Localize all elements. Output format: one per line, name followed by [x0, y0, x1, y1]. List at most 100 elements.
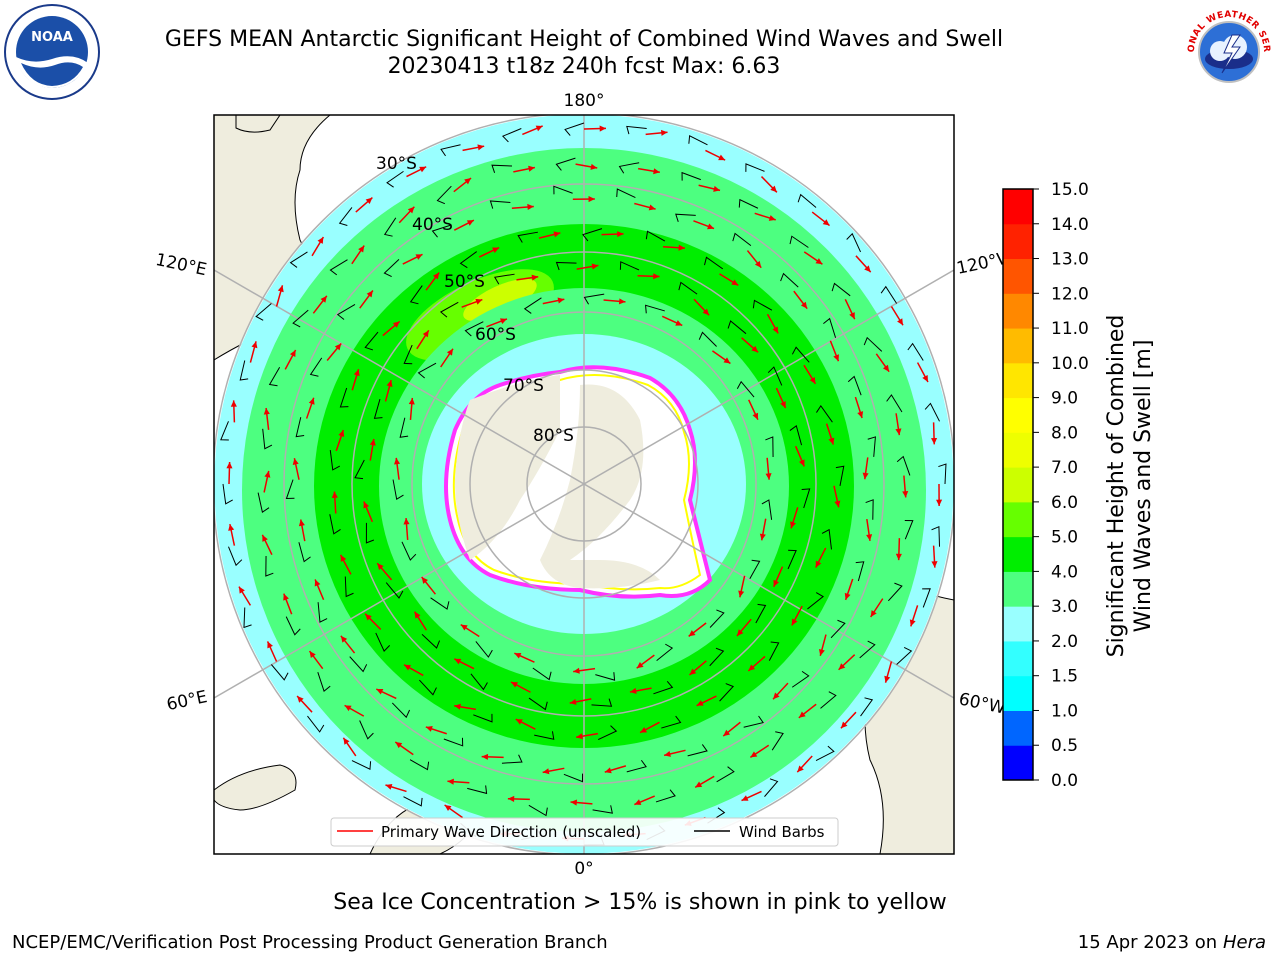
- wind-barb: [285, 616, 301, 636]
- wind-barb: [553, 185, 573, 195]
- lon-label-180: 180°: [564, 91, 605, 111]
- wave-arrow-head: [230, 400, 237, 407]
- colorbar-swatch: [1003, 501, 1033, 538]
- wave-arrow-head: [695, 781, 703, 788]
- wave-arrow-head: [454, 703, 461, 710]
- colorbar-swatch: [1003, 432, 1033, 468]
- wave-arrow-head: [931, 437, 938, 445]
- wind-barb: [431, 224, 452, 238]
- wind-barb: [867, 436, 876, 457]
- wind-barb: [220, 421, 229, 441]
- wind-barb: [443, 737, 464, 747]
- wind-barb: [592, 805, 613, 814]
- wave-arrow-head: [492, 247, 500, 254]
- wave-arrow-head: [862, 472, 869, 480]
- wave-arrow-head: [798, 459, 805, 467]
- wind-barb: [821, 528, 832, 550]
- wind-barb: [583, 293, 605, 305]
- wave-arrow-head: [660, 129, 668, 136]
- wind-barb: [865, 499, 874, 520]
- wind-barb: [835, 465, 845, 486]
- wind-barb: [459, 251, 478, 269]
- footer-host: Hera: [1222, 932, 1266, 953]
- wind-barb: [365, 522, 375, 544]
- wave-arrow-head: [790, 521, 796, 529]
- wind-barb: [501, 128, 522, 143]
- wind-barb: [767, 366, 783, 386]
- wind-barb: [383, 217, 397, 237]
- wave-arrow-head: [736, 629, 744, 636]
- wind-barb: [292, 309, 309, 328]
- wind-barb: [555, 157, 576, 171]
- wave-arrow-head: [363, 501, 370, 509]
- wind-barb: [523, 297, 542, 314]
- wave-arrow-head: [618, 298, 626, 305]
- wind-barb: [528, 697, 548, 711]
- wave-arrow-head: [500, 318, 507, 325]
- wind-barb: [681, 171, 701, 181]
- wind-barb: [329, 449, 341, 471]
- wave-arrow-head: [573, 667, 580, 674]
- wave-arrow-head: [385, 783, 393, 790]
- wave-arrow-head: [338, 430, 345, 437]
- wave-arrow-head: [678, 244, 685, 251]
- wind-barb: [517, 231, 538, 243]
- sea-ice-note: Sea Ice Concentration > 15% is shown in …: [333, 890, 947, 915]
- map-title-line2: 20230413 t18z 240h fcst Max: 6.63: [387, 54, 781, 79]
- wind-barb: [403, 344, 413, 365]
- colorbar-swatch: [1003, 467, 1033, 503]
- wave-arrow-head: [718, 154, 726, 161]
- wave-arrow-head: [263, 408, 270, 415]
- wave-arrow-head: [895, 553, 902, 561]
- lat-label-80s: 80°S: [533, 426, 574, 446]
- wave-arrow-head: [557, 297, 565, 304]
- wave-arrow-head: [283, 593, 289, 601]
- wind-barb: [896, 646, 913, 665]
- wave-arrow-head: [320, 295, 327, 303]
- wave-arrow-head: [936, 499, 943, 506]
- wave-arrow-head: [277, 285, 284, 293]
- wind-barb: [336, 304, 356, 320]
- wave-arrow-head: [653, 168, 660, 175]
- wave-arrow-head: [723, 729, 731, 737]
- wind-barb: [675, 213, 696, 222]
- wave-arrow-head: [292, 458, 299, 466]
- wave-arrow-head: [882, 364, 890, 372]
- wind-barb: [687, 744, 708, 757]
- wind-barb: [582, 228, 603, 242]
- colorbar-swatch: [1003, 397, 1033, 433]
- wind-barb: [771, 731, 784, 751]
- wind-barb: [295, 417, 305, 438]
- wind-barb: [285, 479, 295, 500]
- wave-arrow-head: [897, 318, 903, 326]
- wave-arrow-head: [570, 799, 578, 806]
- wave-arrow-head: [377, 563, 384, 571]
- wind-barbs: [220, 122, 947, 846]
- wave-arrow-head: [754, 260, 762, 268]
- wave-arrow-head: [750, 751, 758, 758]
- wind-barb: [887, 582, 903, 602]
- wave-arrow-head: [870, 610, 877, 618]
- colorbar-tick-label: 10.0: [1051, 354, 1089, 374]
- wave-arrow-head: [528, 165, 535, 172]
- wind-barb: [807, 592, 825, 610]
- wind-barb: [880, 285, 898, 304]
- wind-barb: [532, 667, 552, 681]
- wind-barb: [595, 672, 616, 681]
- wind-barb: [329, 514, 341, 535]
- wave-arrow-head: [481, 753, 489, 760]
- colorbar-tick-label: 1.5: [1051, 667, 1078, 687]
- wind-barb: [653, 680, 674, 695]
- wind-barb: [823, 317, 837, 338]
- wind-barb: [489, 200, 511, 209]
- wind-barb: [470, 673, 488, 691]
- wind-barb: [491, 164, 513, 173]
- wind-barb: [375, 632, 391, 653]
- wind-barb: [403, 796, 423, 807]
- legend-primary-wave-label: Primary Wave Direction (unscaled): [381, 823, 641, 841]
- colorbar-tick-label: 8.0: [1051, 423, 1078, 443]
- wind-barb: [764, 778, 779, 797]
- primary-wave-direction-arrows: [226, 125, 943, 842]
- wind-barb: [555, 261, 577, 271]
